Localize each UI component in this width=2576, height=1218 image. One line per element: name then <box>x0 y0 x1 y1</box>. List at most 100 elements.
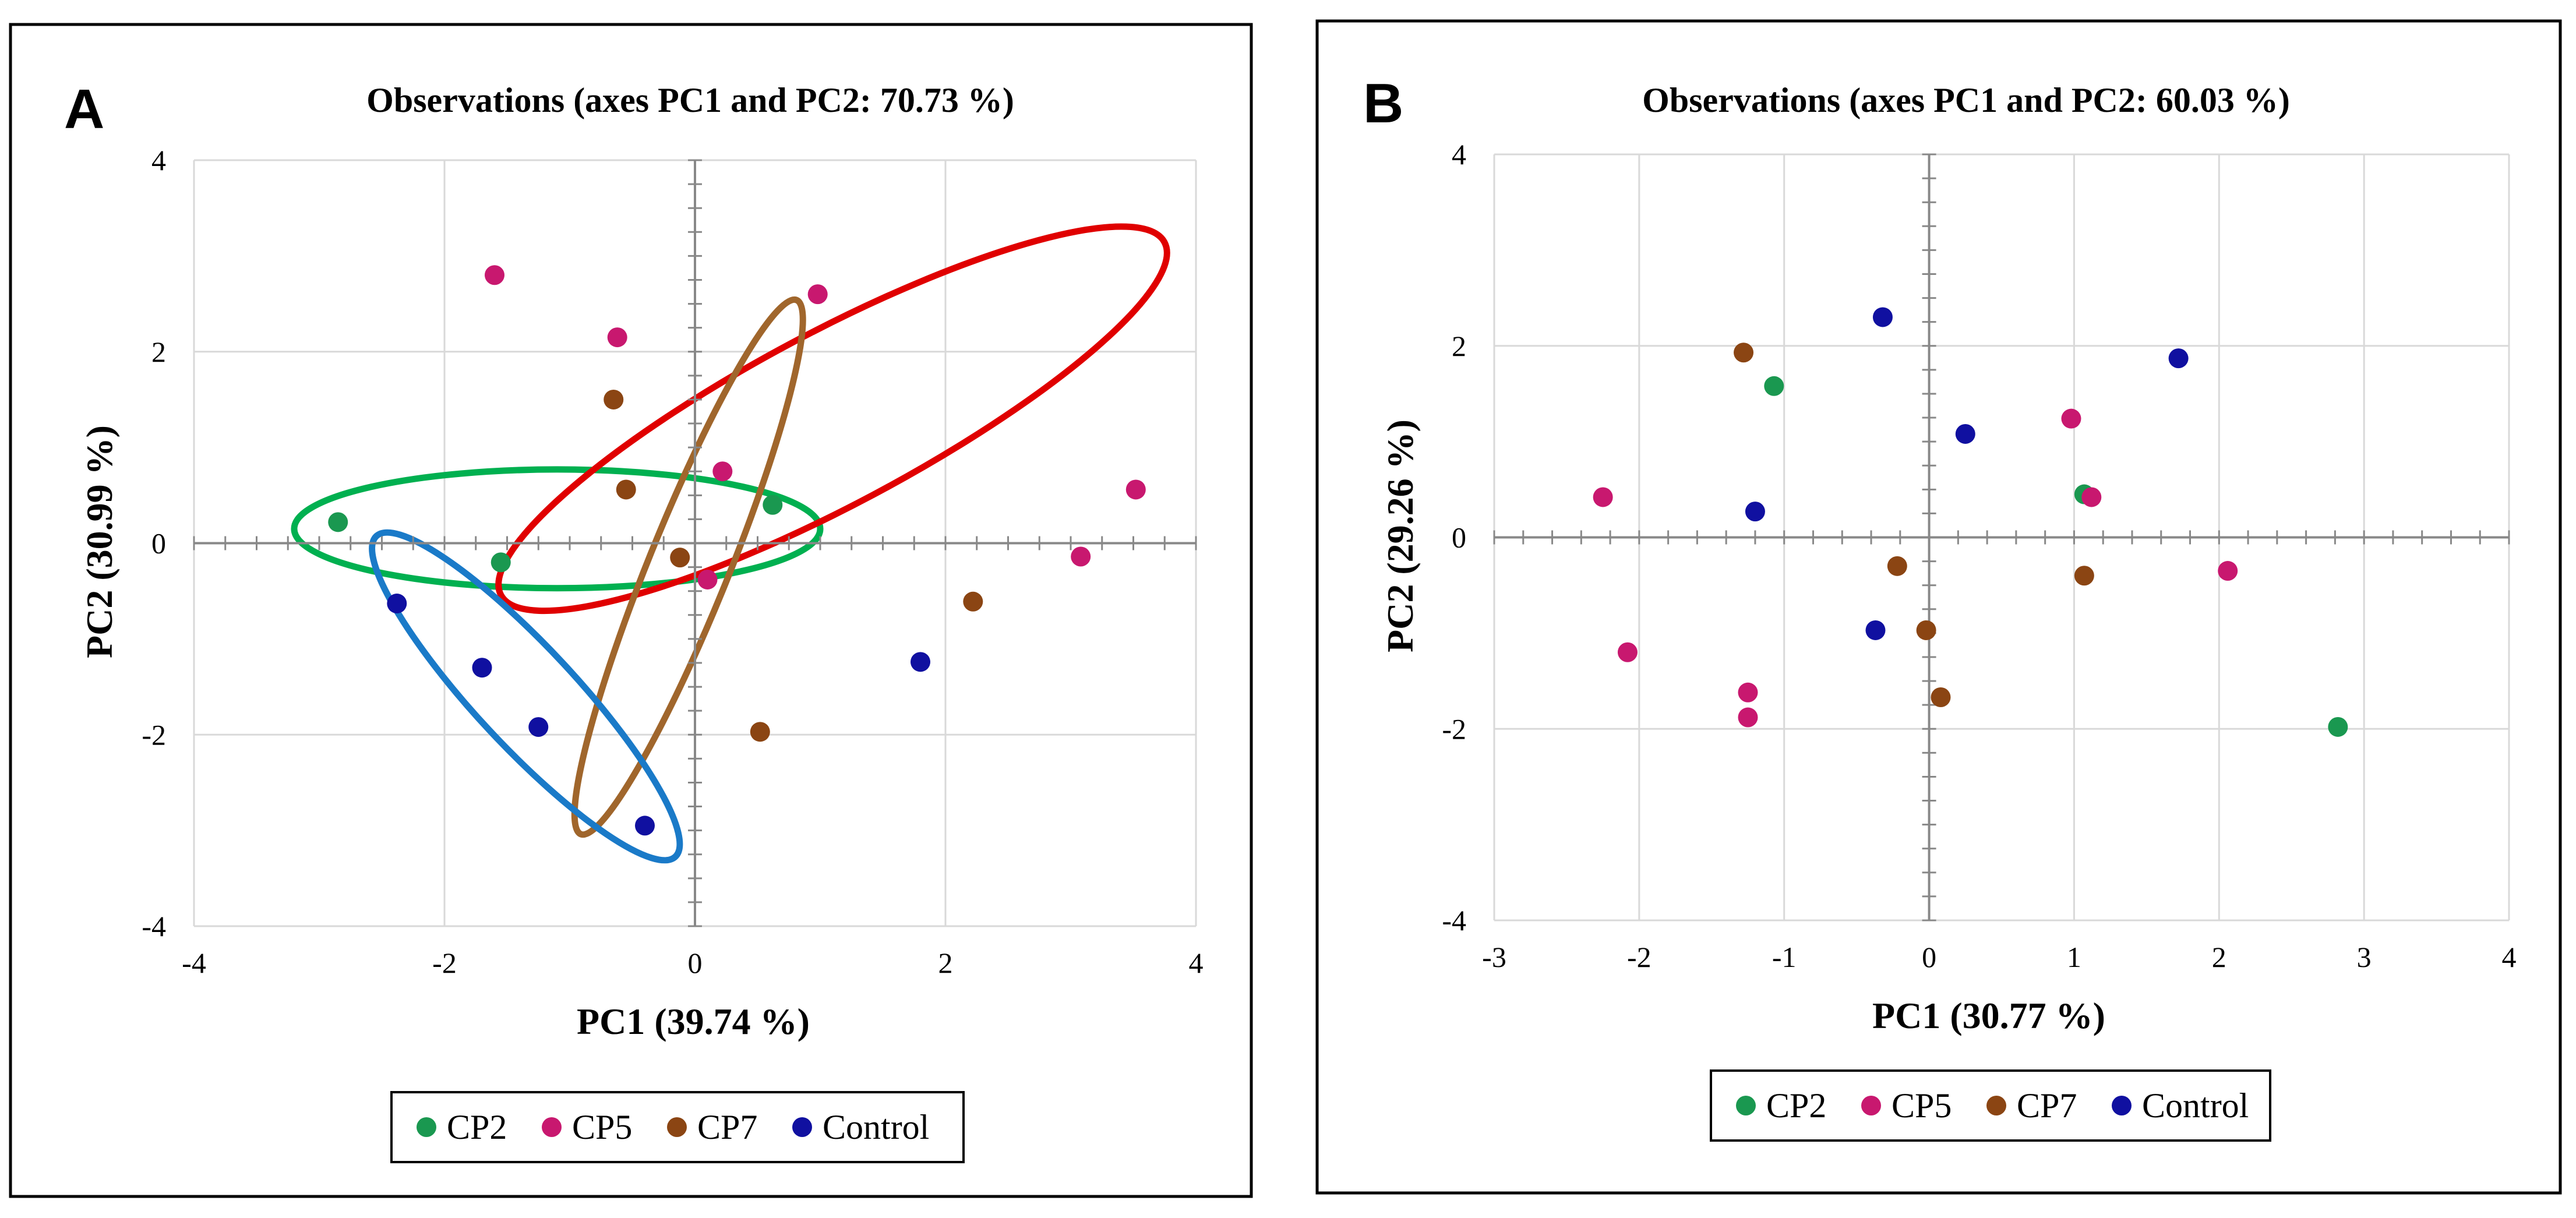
panel-a-legend-label-cp5: CP5 <box>572 1108 632 1146</box>
panel-a-y-tick-label: 2 <box>151 336 166 368</box>
panel-a-point-control <box>635 815 655 836</box>
panel-b-point-cp5 <box>1593 487 1613 507</box>
panel-a-point-cp7 <box>963 591 983 612</box>
panel-b-x-tick-label: 1 <box>2067 941 2081 973</box>
panel-a-y-tick-label: 4 <box>151 144 166 176</box>
panel-a-point-cp5 <box>1125 479 1146 500</box>
panel-a-point-cp7 <box>616 479 636 500</box>
panel-b-point-cp7 <box>1734 343 1754 363</box>
panel-b-point-cp2 <box>1764 376 1784 396</box>
panel-b-point-cp5 <box>1617 642 1638 662</box>
panel-b-x-tick-label: -2 <box>1627 941 1652 973</box>
panel-a-point-cp7 <box>750 722 770 742</box>
panel-a-point-cp5 <box>485 265 504 285</box>
panel-b-point-cp7 <box>1916 620 1936 640</box>
panel-b-y-tick-label: 2 <box>1452 330 1466 362</box>
panel-a-x-axis-label: PC1 (39.74 %) <box>577 1001 810 1042</box>
panel-a-legend-marker-cp7 <box>667 1117 687 1137</box>
panel-a-x-tick-label: 4 <box>1189 947 1204 979</box>
panel-a-y-axis-label: PC2 (30.99 %) <box>79 425 120 658</box>
panel-a-point-cp7 <box>604 389 624 409</box>
panel-a-ellipse-control <box>369 529 683 864</box>
panel-a-point-cp7 <box>670 548 690 568</box>
panel-b-point-cp5 <box>2081 487 2102 507</box>
panel-a-x-tick-label: -2 <box>432 947 457 979</box>
panel-b-point-cp5 <box>2061 408 2081 429</box>
panel-a-points <box>328 265 1146 836</box>
panel-b-legend-label-cp7: CP7 <box>2017 1086 2077 1125</box>
panel-b-x-axis-label: PC1 (30.77 %) <box>1872 995 2105 1036</box>
panel-a-legend-label-cp2: CP2 <box>447 1108 507 1146</box>
panel-a-point-cp2 <box>491 552 511 573</box>
panel-a-y-tick-label: -4 <box>142 910 166 942</box>
panel-b: B Observations (axes PC1 and PC2: 60.03 … <box>1315 19 2562 1195</box>
panel-b-legend-label-control: Control <box>2142 1086 2249 1125</box>
panel-b-point-control <box>1955 423 1975 444</box>
panel-b-tick-labels: -3 -2 -1 0 1 2 3 4 -4 -2 0 2 4 <box>1442 138 2516 973</box>
panel-b-point-control <box>1745 502 1765 522</box>
panel-a-point-control <box>528 717 549 737</box>
panel-b-point-control <box>1865 620 1886 640</box>
panel-b-axes <box>1493 153 2510 922</box>
panel-b-y-tick-label: -4 <box>1442 904 1466 937</box>
panel-a-ellipse-cp2 <box>291 466 824 592</box>
panel-b-legend-label-cp2: CP2 <box>1766 1086 1826 1125</box>
panel-a-title: Observations (axes PC1 and PC2: 70.73 %) <box>366 81 1014 119</box>
panel-a-point-cp5 <box>1071 546 1091 567</box>
panel-a-point-cp5 <box>807 284 828 305</box>
panel-a-legend: CP2 CP5 CP7 Control <box>390 1091 965 1163</box>
panel-a-point-cp5 <box>697 569 718 589</box>
panel-a-legend-marker-cp5 <box>542 1117 562 1137</box>
panel-b-point-control <box>2168 348 2189 369</box>
panel-b-x-tick-label: 4 <box>2502 941 2517 973</box>
panel-b-legend-marker-cp5 <box>1861 1096 1881 1115</box>
panel-b-point-cp5 <box>1738 707 1758 728</box>
panel-b-point-cp7 <box>1887 556 1907 576</box>
panel-a-letter: A <box>64 78 104 140</box>
panel-b-point-cp7 <box>2074 566 2094 586</box>
panel-a-point-control <box>911 652 930 672</box>
panel-b-x-tick-label: 2 <box>2212 941 2226 973</box>
panel-a-point-control <box>387 594 407 614</box>
panel-a-y-tick-label: -2 <box>142 718 166 751</box>
panel-b-y-tick-label: 0 <box>1452 521 1466 554</box>
panel-b-legend-marker-control <box>2112 1096 2132 1115</box>
panel-b-points <box>1593 307 2348 737</box>
panel-a-tick-labels: -4 -2 0 2 4 -4 -2 0 2 4 <box>142 144 1203 979</box>
panel-b-x-tick-label: -3 <box>1482 941 1506 973</box>
panel-a-legend-label-cp7: CP7 <box>697 1108 757 1146</box>
panel-b-legend-label-cp5: CP5 <box>1892 1086 1952 1125</box>
panel-a-point-cp2 <box>328 512 348 532</box>
panel-a-axes <box>193 159 1197 927</box>
panel-a-x-tick-label: 0 <box>688 947 703 979</box>
panel-b-x-tick-label: 0 <box>1922 941 1936 973</box>
panel-b-frame <box>1315 19 2562 1195</box>
panel-b-legend: CP2 CP5 CP7 Control <box>1710 1069 2271 1142</box>
panel-b-letter: B <box>1363 72 1403 135</box>
panel-a-point-cp5 <box>607 327 627 348</box>
panel-a-ellipses <box>291 223 1170 864</box>
panel-a-x-tick-label: 2 <box>938 947 953 979</box>
panel-a-point-cp5 <box>712 461 733 482</box>
panel-b-legend-marker-cp2 <box>1736 1096 1756 1115</box>
panel-b-point-control <box>1872 307 1893 327</box>
panel-a-point-cp2 <box>763 495 783 515</box>
panel-b-x-tick-label: 3 <box>2357 941 2372 973</box>
panel-a-ellipse-cp7 <box>571 296 806 838</box>
panel-b-point-cp5 <box>2218 561 2238 581</box>
panel-a-y-tick-label: 0 <box>151 527 166 560</box>
panel-b-title: Observations (axes PC1 and PC2: 60.03 %) <box>1642 81 2290 119</box>
panel-a-point-control <box>472 658 492 678</box>
panel-a-legend-label-control: Control <box>823 1108 929 1146</box>
panel-b-x-tick-label: -1 <box>1772 941 1797 973</box>
panel-b-point-cp5 <box>1738 682 1758 702</box>
panel-b-y-axis-label: PC2 (29.26 %) <box>1379 419 1421 652</box>
panel-b-y-tick-label: 4 <box>1452 138 1466 171</box>
panel-a-ellipse-cp5 <box>495 223 1170 615</box>
panel-b-y-tick-label: -2 <box>1442 712 1466 745</box>
panel-a-legend-marker-cp2 <box>417 1117 436 1137</box>
panel-a: A Observations (axes PC1 and PC2: 70.73 … <box>9 23 1253 1198</box>
panel-a-x-tick-label: -4 <box>182 947 206 979</box>
panel-b-point-cp2 <box>2328 716 2348 737</box>
